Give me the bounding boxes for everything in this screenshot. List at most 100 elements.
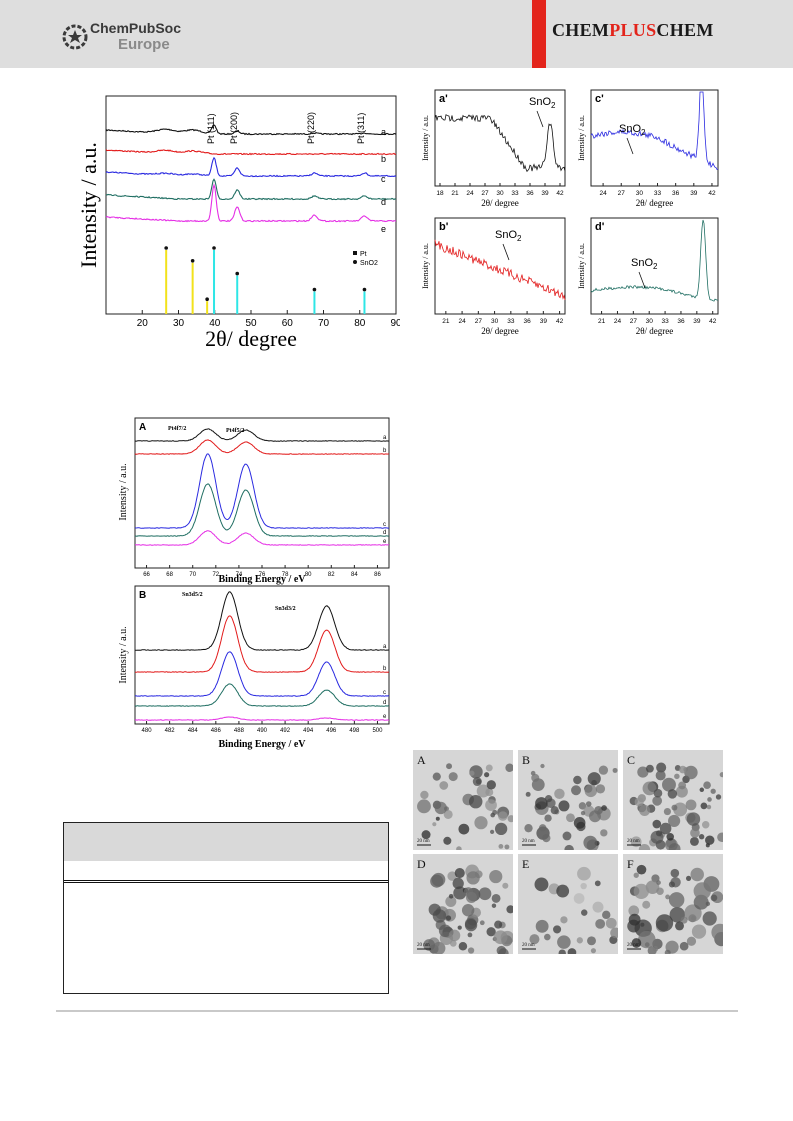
inset-xtick-label: 33 bbox=[661, 318, 669, 325]
tem-particle bbox=[448, 893, 454, 899]
tem-particle bbox=[630, 836, 642, 848]
tem-particle bbox=[556, 884, 570, 898]
xps-xtick-label: 66 bbox=[143, 572, 150, 578]
inset-ylabel: Intensity / a.u. bbox=[421, 115, 430, 161]
tem-particle bbox=[656, 762, 667, 773]
tem-particle bbox=[633, 883, 649, 900]
tem-particle bbox=[665, 894, 671, 900]
inset-xtick-label: 36 bbox=[526, 190, 534, 197]
tem-particle bbox=[502, 882, 509, 889]
tem-particle bbox=[448, 772, 458, 782]
tem-particle bbox=[675, 921, 684, 931]
xps-xtick-label: 490 bbox=[257, 728, 268, 734]
tem-particle bbox=[432, 941, 446, 954]
tem-particle bbox=[485, 788, 494, 797]
tem-particle bbox=[719, 772, 723, 778]
tem-particle bbox=[679, 941, 689, 951]
xps-figure: A B Intensity / a.u. Intensity / a.u. Bi… bbox=[118, 417, 390, 750]
publisher-name: ChemPubSoc bbox=[90, 20, 182, 36]
journal-title: CHEMPLUSCHEM bbox=[552, 20, 714, 41]
inset-xlabel: 2θ/ degree bbox=[481, 326, 519, 336]
xrd-reference-marker bbox=[362, 287, 367, 292]
tem-particle bbox=[595, 784, 606, 794]
inset-xtick-label: 42 bbox=[709, 318, 717, 325]
tem-particle bbox=[438, 924, 452, 938]
xps_pt-trace-label: e bbox=[383, 539, 387, 545]
xrd-axes-frame bbox=[105, 95, 397, 315]
publisher-sub: Europe bbox=[118, 36, 170, 53]
tem-particle bbox=[490, 812, 496, 818]
xps-xtick-label: 494 bbox=[303, 728, 314, 734]
tem-image-d: D 20 nm bbox=[413, 854, 513, 954]
xrd-xtick-label: 30 bbox=[173, 318, 185, 329]
inset-xtick-label: 27 bbox=[618, 190, 626, 197]
xrd-xtick-label: 20 bbox=[137, 318, 149, 329]
xps-sn-peak-left: Sn3d5/2 bbox=[182, 592, 203, 598]
xps-pt-peak-right: Pt4f5/2 bbox=[226, 428, 244, 434]
inset-xtick-label: 36 bbox=[523, 318, 531, 325]
tem-particle bbox=[655, 830, 663, 837]
chempubsoc-logo-icon bbox=[62, 24, 88, 50]
xps-xtick-label: 498 bbox=[349, 728, 360, 734]
tem-particle bbox=[434, 801, 447, 815]
tem-particle bbox=[431, 872, 446, 887]
inset-xtick-label: 30 bbox=[491, 318, 499, 325]
journal-title-mid: PLUS bbox=[609, 20, 657, 40]
xps_sn-trace-label: a bbox=[383, 644, 387, 650]
tem-particle bbox=[577, 866, 591, 881]
tem-particle bbox=[524, 824, 533, 833]
xps-xtick-label: 72 bbox=[212, 572, 219, 578]
tem-particle bbox=[449, 940, 457, 947]
tem-image-grid: A 20 nm B 20 nm C 20 nm D 20 nm E 20 nm F 20 nm bbox=[411, 748, 727, 954]
xrd-reference-marker bbox=[205, 297, 209, 301]
inset-xlabel: 2θ/ degree bbox=[636, 198, 674, 208]
tem-particle bbox=[602, 910, 611, 920]
table-header bbox=[64, 823, 388, 861]
xrd-trace-b bbox=[105, 149, 397, 156]
tem-particle bbox=[668, 892, 685, 908]
tem-particle bbox=[715, 794, 722, 800]
xps-xtick-label: 82 bbox=[328, 572, 335, 578]
inset-xlabel: 2θ/ degree bbox=[636, 326, 674, 336]
tem-particle bbox=[686, 812, 701, 826]
xrd-peak-label-220: Pt (220) bbox=[306, 112, 316, 144]
tem-particle bbox=[710, 788, 716, 794]
tem-particle bbox=[485, 799, 497, 811]
tem-particle bbox=[506, 905, 513, 914]
inset-xtick-label: 24 bbox=[599, 190, 607, 197]
tem-particle bbox=[698, 834, 705, 840]
header-accent-bar bbox=[532, 0, 546, 68]
tem-particle bbox=[560, 916, 568, 924]
xrd-xtick-label: 90 bbox=[390, 318, 400, 329]
tem-image-c: C 20 nm bbox=[623, 750, 723, 850]
xrd-xtick-label: 70 bbox=[318, 318, 330, 329]
xps-xtick-label: 86 bbox=[374, 572, 381, 578]
xps-sn-axes bbox=[134, 585, 390, 725]
xps_pt-trace-label: a bbox=[383, 435, 387, 441]
tem-particle bbox=[494, 822, 508, 836]
xrd-legend-sno2-marker bbox=[353, 260, 357, 264]
tem-particle bbox=[558, 800, 570, 812]
tem-particle bbox=[711, 923, 723, 941]
tem-particle bbox=[464, 918, 478, 932]
tem-particle bbox=[667, 789, 678, 799]
xps_sn-trace-c bbox=[134, 651, 390, 697]
tem-particle bbox=[693, 882, 711, 900]
tem-particle bbox=[493, 930, 508, 945]
inset-trace-d bbox=[590, 219, 719, 302]
xps_pt-trace-label: d bbox=[383, 530, 386, 536]
xps-xtick-label: 480 bbox=[142, 728, 153, 734]
tem-scale-label: 20 nm bbox=[627, 943, 640, 948]
inset-annotation-arrow bbox=[536, 110, 544, 128]
tem-particle bbox=[456, 846, 462, 850]
tem-particle bbox=[454, 867, 465, 879]
tem-particle bbox=[498, 843, 504, 849]
tem-particle bbox=[576, 937, 583, 944]
inset-xtick-label: 39 bbox=[693, 318, 701, 325]
tem-particle bbox=[610, 927, 618, 939]
xps-xtick-label: 496 bbox=[326, 728, 337, 734]
tem-particle bbox=[670, 868, 680, 878]
inset-xtick-label: 42 bbox=[556, 190, 564, 197]
tem-particle bbox=[642, 900, 651, 909]
tem-particle bbox=[587, 772, 601, 786]
